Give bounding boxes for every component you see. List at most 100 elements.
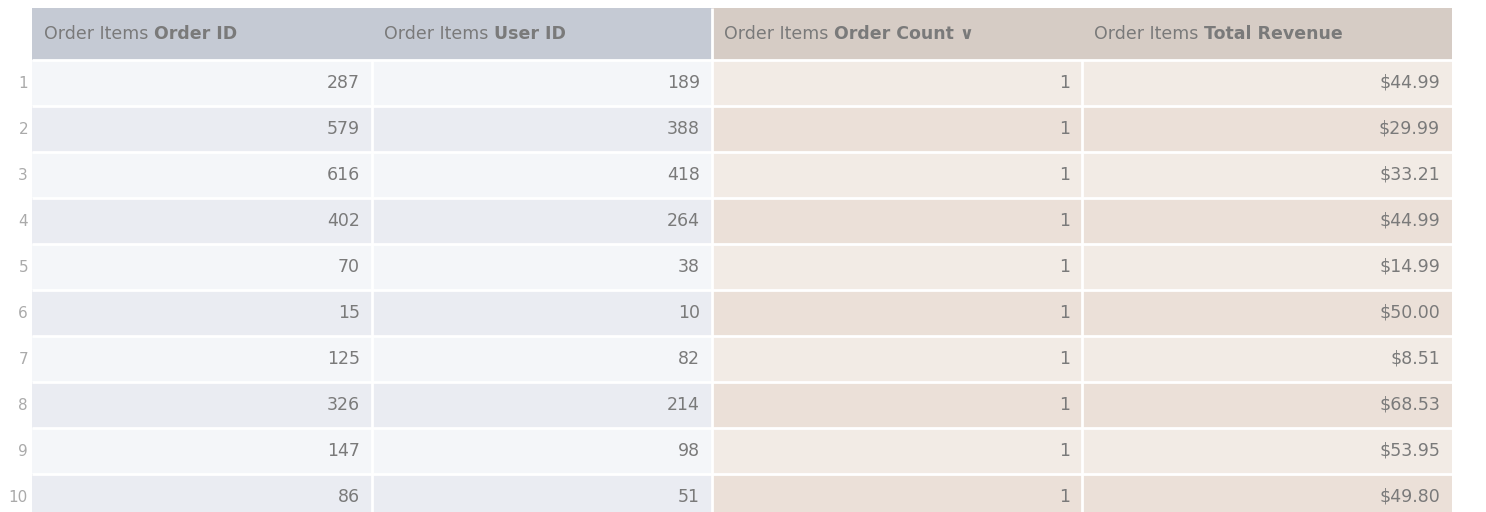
Bar [372, 336, 712, 382]
Text: Total Revenue: Total Revenue [1204, 25, 1343, 43]
Text: 579: 579 [327, 120, 360, 138]
Text: 1: 1 [1060, 442, 1070, 460]
Bar [33, 474, 372, 512]
Bar [1082, 60, 1452, 106]
Text: 1: 1 [1060, 350, 1070, 368]
Bar [1082, 106, 1452, 152]
Text: 214: 214 [667, 396, 700, 414]
Text: 1: 1 [1060, 120, 1070, 138]
Text: 125: 125 [327, 350, 360, 368]
Bar [1082, 428, 1452, 474]
Text: 86: 86 [337, 488, 360, 506]
Bar [372, 106, 712, 152]
Bar [33, 336, 372, 382]
Text: $68.53: $68.53 [1379, 396, 1440, 414]
Text: 9: 9 [18, 443, 28, 459]
Text: User ID: User ID [493, 25, 566, 43]
Text: $44.99: $44.99 [1379, 212, 1440, 230]
Bar [1082, 244, 1452, 290]
Bar [33, 290, 372, 336]
Bar [33, 8, 372, 60]
Bar [712, 60, 1082, 106]
Bar [33, 382, 372, 428]
Text: Order Count ∨: Order Count ∨ [834, 25, 973, 43]
Bar [712, 152, 1082, 198]
Text: 1: 1 [1060, 258, 1070, 276]
Bar [712, 244, 1082, 290]
Text: Order ID: Order ID [155, 25, 236, 43]
Bar [1082, 198, 1452, 244]
Bar [33, 244, 372, 290]
Bar [1082, 382, 1452, 428]
Text: 1: 1 [1060, 166, 1070, 184]
Text: $14.99: $14.99 [1379, 258, 1440, 276]
Text: $53.95: $53.95 [1379, 442, 1440, 460]
Bar [372, 8, 712, 60]
Text: Order Items: Order Items [45, 25, 155, 43]
Bar [1082, 8, 1452, 60]
Text: $49.80: $49.80 [1379, 488, 1440, 506]
Text: 388: 388 [667, 120, 700, 138]
Bar [372, 198, 712, 244]
Bar [712, 8, 1082, 60]
Text: 189: 189 [667, 74, 700, 92]
Text: Order Items: Order Items [1094, 25, 1204, 43]
Text: $33.21: $33.21 [1379, 166, 1440, 184]
Text: Order Items: Order Items [383, 25, 493, 43]
Bar [712, 428, 1082, 474]
Text: 326: 326 [327, 396, 360, 414]
Text: $8.51: $8.51 [1391, 350, 1440, 368]
Text: 38: 38 [678, 258, 700, 276]
Bar [1082, 336, 1452, 382]
Text: $44.99: $44.99 [1379, 74, 1440, 92]
Text: 7: 7 [18, 352, 28, 367]
Text: $29.99: $29.99 [1379, 120, 1440, 138]
Bar [712, 474, 1082, 512]
Bar [712, 198, 1082, 244]
Text: 70: 70 [337, 258, 360, 276]
Text: 4: 4 [18, 214, 28, 228]
Text: 3: 3 [18, 167, 28, 182]
Bar [33, 106, 372, 152]
Text: 6: 6 [18, 306, 28, 321]
Bar [33, 60, 372, 106]
Bar [372, 428, 712, 474]
Text: 1: 1 [1060, 396, 1070, 414]
Text: 82: 82 [678, 350, 700, 368]
Text: 51: 51 [678, 488, 700, 506]
Bar [1082, 290, 1452, 336]
Bar [372, 474, 712, 512]
Text: Order Items: Order Items [724, 25, 834, 43]
Text: $50.00: $50.00 [1379, 304, 1440, 322]
Text: 2: 2 [18, 121, 28, 137]
Text: 10: 10 [9, 489, 28, 504]
Text: 10: 10 [678, 304, 700, 322]
Bar [712, 290, 1082, 336]
Text: 287: 287 [327, 74, 360, 92]
Text: 15: 15 [337, 304, 360, 322]
Text: 616: 616 [327, 166, 360, 184]
Text: 1: 1 [1060, 488, 1070, 506]
Bar [372, 244, 712, 290]
Text: 1: 1 [1060, 304, 1070, 322]
Bar [1082, 152, 1452, 198]
Text: 8: 8 [18, 397, 28, 413]
Bar [372, 382, 712, 428]
Text: 147: 147 [327, 442, 360, 460]
Bar [372, 290, 712, 336]
Text: 1: 1 [1060, 212, 1070, 230]
Bar [33, 198, 372, 244]
Text: 1: 1 [18, 75, 28, 91]
Text: 5: 5 [18, 260, 28, 274]
Bar [372, 152, 712, 198]
Bar [372, 60, 712, 106]
Bar [1082, 474, 1452, 512]
Bar [712, 382, 1082, 428]
Bar [712, 106, 1082, 152]
Bar [33, 152, 372, 198]
Text: 1: 1 [1060, 74, 1070, 92]
Text: 264: 264 [667, 212, 700, 230]
Bar [33, 428, 372, 474]
Text: 98: 98 [678, 442, 700, 460]
Bar [712, 336, 1082, 382]
